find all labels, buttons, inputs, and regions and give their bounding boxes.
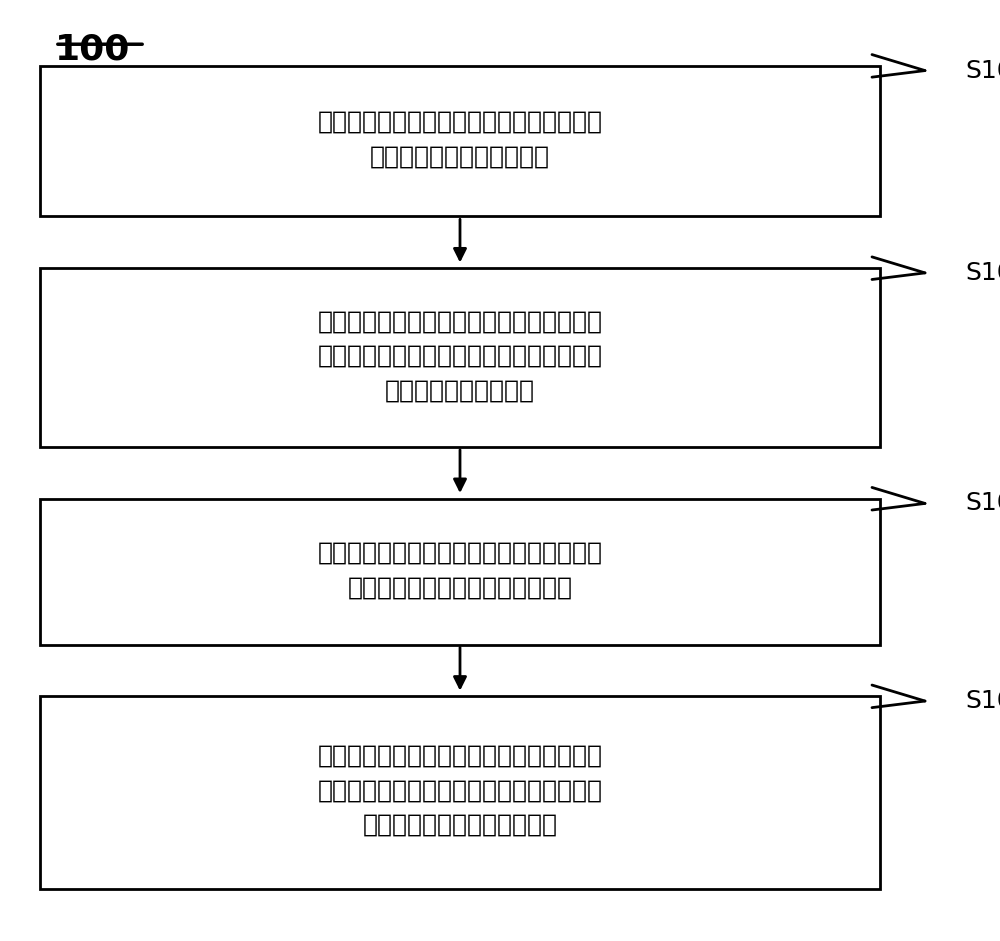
Bar [40, 696, 880, 889]
Text: 在两个相邻短路点之间的时间间隔与所述焊
接电流的平均周期的比值超过预设值时，根
据所述比值确定函数组: 在两个相邻短路点之间的时间间隔与所述焊 接电流的平均周期的比值超过预设值时，根 … [318, 310, 602, 402]
Text: S102: S102 [965, 58, 1000, 83]
Text: 按预设电压输出焊接电流进行焊接，以控制
焊接电流的波形出现短路点: 按预设电压输出焊接电流进行焊接，以控制 焊接电流的波形出现短路点 [318, 110, 602, 168]
Text: S104: S104 [965, 261, 1000, 285]
Bar [40, 66, 880, 216]
Text: 根据所述比值与所述函数组确定电流峰值调
整量、峰值时间与电流基值调整量: 根据所述比值与所述函数组确定电流峰值调 整量、峰值时间与电流基值调整量 [318, 541, 602, 599]
Bar [40, 499, 880, 645]
Text: S108: S108 [965, 689, 1000, 713]
Text: 100: 100 [55, 33, 130, 67]
Text: 根据所述电流峰值调整量、所述峰值时间以
及所述电流基值调整量调整所述焊接电流，
直至所述比值小于所述预设值: 根据所述电流峰值调整量、所述峰值时间以 及所述电流基值调整量调整所述焊接电流， … [318, 744, 602, 837]
Bar [40, 268, 880, 447]
Text: S106: S106 [965, 491, 1000, 516]
